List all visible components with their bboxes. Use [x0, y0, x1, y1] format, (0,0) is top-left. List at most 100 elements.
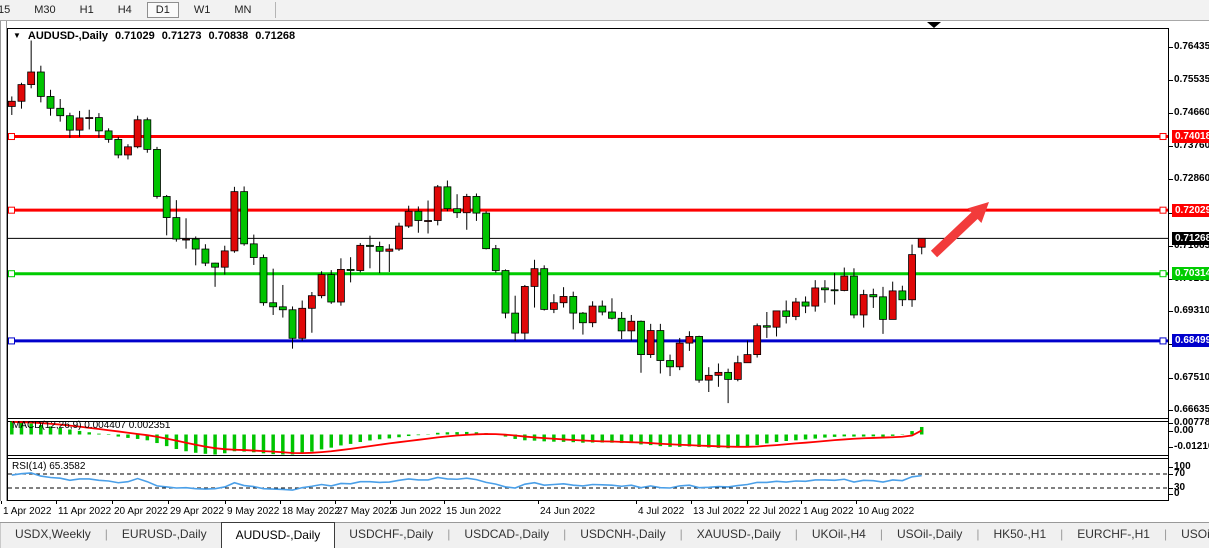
- candle-up: [133, 119, 142, 148]
- candle-up: [743, 354, 752, 364]
- price-level-badge-0.68499: 0.68499: [1172, 334, 1209, 348]
- chart-title: ▼ AUDUSD-,Daily 0.71029 0.71273 0.70838 …: [13, 30, 295, 42]
- date-label: 29 Apr 2022: [170, 506, 224, 517]
- line-anchor-right[interactable]: [1159, 133, 1167, 141]
- rsi-axis-label-tick: [1169, 467, 1173, 468]
- timeframe-button-MN[interactable]: MN: [234, 4, 252, 16]
- line-anchor-left[interactable]: [8, 133, 15, 141]
- candle-down: [249, 243, 258, 258]
- chevron-down-icon[interactable]: ▼: [13, 30, 21, 40]
- candle-down: [511, 312, 520, 334]
- line-anchor-left[interactable]: [8, 337, 15, 345]
- candle-up: [404, 210, 413, 227]
- candle-up: [675, 342, 684, 368]
- price-axis-label-tick: [1169, 179, 1173, 181]
- candle-down: [821, 287, 829, 291]
- date-label: 13 Jul 2022: [693, 506, 745, 517]
- candle-up: [733, 362, 742, 380]
- tab-usdcad-daily[interactable]: USDCAD-,Daily: [464, 527, 550, 541]
- trend-arrow-annotation[interactable]: [930, 202, 989, 258]
- tab-audusd-daily[interactable]: AUDUSD-,Daily: [220, 522, 336, 548]
- candle-down: [695, 336, 703, 381]
- line-anchor-right[interactable]: [1159, 206, 1167, 214]
- candle-down: [162, 196, 171, 218]
- line-anchor-left[interactable]: [8, 270, 15, 278]
- date-label: 18 May 2022: [282, 506, 340, 517]
- timeframe-button-W1[interactable]: W1: [193, 4, 211, 16]
- date-label: 9 May 2022: [227, 506, 280, 517]
- tab-usdchf-daily[interactable]: USDCHF-,Daily: [349, 527, 434, 541]
- rsi-panel-top-border[interactable]: [7, 458, 1169, 459]
- rsi-indicator-label: RSI(14) 65.3582: [12, 461, 86, 472]
- date-tick: [1, 501, 2, 504]
- timeframe-button-H1[interactable]: H1: [79, 4, 94, 16]
- macd-panel-top-border[interactable]: [7, 421, 1169, 422]
- price-axis-label-tick: [1169, 409, 1173, 411]
- line-anchor-right[interactable]: [1159, 337, 1167, 345]
- price-axis-border: [1168, 28, 1169, 501]
- rsi-panel-bottom-border: [7, 500, 1169, 501]
- price-axis-label-tick: [1169, 344, 1173, 346]
- price-axis[interactable]: 0.764350.755350.746600.737600.728600.719…: [1169, 21, 1209, 522]
- date-tick: [801, 501, 802, 504]
- macd-axis-label: 0.00778: [1174, 417, 1209, 428]
- date-label: 1 Aug 2022: [803, 506, 854, 517]
- candle-down: [327, 274, 336, 303]
- tab-usdx-weekly[interactable]: USDX,Weekly: [15, 527, 91, 541]
- tab-separator: |: [1060, 527, 1064, 541]
- candles-layer: [7, 40, 926, 404]
- candle-down: [898, 290, 907, 301]
- timeframe-button-D1[interactable]: D1: [146, 2, 179, 18]
- tab-usoil-daily[interactable]: USOil-,Daily: [896, 527, 963, 541]
- date-label: 11 Apr 2022: [58, 506, 112, 517]
- tab-usoil-h4[interactable]: USOil-,H4: [1181, 527, 1209, 541]
- candle-up: [753, 325, 762, 355]
- candle-down: [259, 257, 268, 304]
- candle-down: [288, 309, 297, 339]
- candle-up: [356, 244, 365, 271]
- candle-down: [211, 262, 219, 268]
- toolbar-separator: [275, 2, 277, 18]
- macd-indicator-label: MACD(12,26,9) 0.004407 0.002351: [12, 420, 171, 431]
- candle-down: [724, 371, 733, 380]
- line-anchor-left[interactable]: [8, 206, 15, 214]
- candle-up: [714, 371, 723, 376]
- rsi-axis-label: 0: [1174, 488, 1180, 499]
- timeframe-button-15[interactable]: 15: [0, 4, 11, 16]
- window-frame-left-inner[interactable]: [6, 21, 7, 522]
- timeframe-button-M30[interactable]: M30: [34, 4, 56, 16]
- price-level-badge-0.74018: 0.74018: [1172, 130, 1209, 144]
- candle-up: [811, 287, 820, 307]
- candle-up: [859, 294, 868, 316]
- line-anchor-right[interactable]: [1159, 270, 1167, 278]
- tab-hk50-h1[interactable]: HK50-,H1: [993, 527, 1047, 541]
- tab-ukoil-h4[interactable]: UKOil-,H4: [811, 527, 866, 541]
- candle-down: [269, 302, 278, 308]
- timeframe-toolbar: 15 M30 H1 H4 D1 W1 MN: [0, 0, 1209, 21]
- timeframe-button-H4[interactable]: H4: [117, 4, 132, 16]
- tab-eurchf-h1[interactable]: EURCHF-,H1: [1077, 527, 1150, 541]
- macd-axis-label-tick: [1169, 423, 1173, 424]
- candle-up: [7, 100, 16, 107]
- date-tick: [112, 501, 113, 504]
- candle-down: [491, 248, 500, 271]
- candle-down: [104, 130, 113, 140]
- tab-xauusd-daily[interactable]: XAUUSD-,Daily: [696, 527, 781, 541]
- candle-up: [772, 310, 781, 328]
- tab-eurusd-daily[interactable]: EURUSD-,Daily: [121, 527, 207, 541]
- candle-up: [124, 146, 132, 156]
- candle-down: [346, 269, 355, 271]
- tab-usdcnh-daily[interactable]: USDCNH-,Daily: [580, 527, 666, 541]
- rsi-axis-label-tick: [1169, 474, 1173, 475]
- candle-up: [559, 296, 568, 304]
- date-axis[interactable]: 1 Apr 2022 11 Apr 2022 20 Apr 2022 29 Apr 2…: [0, 501, 1209, 522]
- tab-separator: |: [1163, 527, 1168, 541]
- price-axis-label-tick: [1169, 47, 1173, 48]
- candle-up: [433, 186, 442, 221]
- candle-down: [569, 296, 578, 314]
- chart-shift-marker-icon[interactable]: [927, 22, 941, 28]
- candle-up: [685, 336, 694, 344]
- candle-up: [298, 307, 307, 339]
